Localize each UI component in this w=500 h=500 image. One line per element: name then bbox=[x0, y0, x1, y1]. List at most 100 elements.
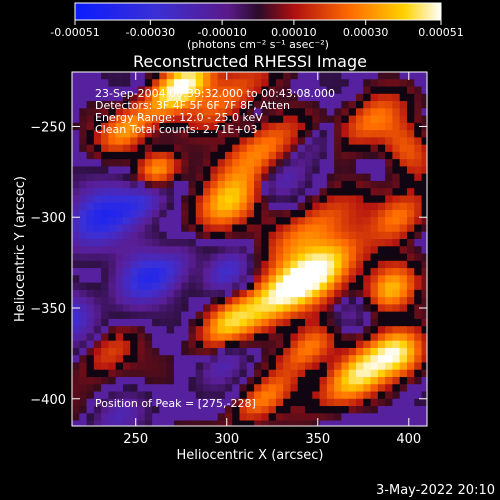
heatmap-cell bbox=[261, 406, 270, 414]
heatmap-cell bbox=[326, 180, 335, 189]
x-tick-label: 350 bbox=[305, 432, 330, 447]
heatmap-cell bbox=[392, 122, 401, 131]
heatmap-cell bbox=[312, 202, 321, 211]
heatmap-cell bbox=[283, 369, 292, 378]
heatmap-cell bbox=[290, 275, 299, 284]
heatmap-cell bbox=[283, 326, 292, 335]
heatmap-cell bbox=[152, 311, 160, 320]
heatmap-cell bbox=[414, 202, 423, 211]
heatmap-cell bbox=[297, 115, 306, 124]
heatmap-cell bbox=[348, 355, 357, 364]
heatmap-cell bbox=[421, 362, 427, 371]
heatmap-cell bbox=[115, 275, 124, 284]
heatmap-cell bbox=[79, 275, 88, 284]
heatmap-cell bbox=[108, 173, 117, 182]
heatmap-cell bbox=[377, 144, 386, 153]
heatmap-cell bbox=[261, 86, 270, 95]
heatmap-cell bbox=[341, 318, 350, 327]
heatmap-cell bbox=[392, 326, 401, 335]
heatmap-cell bbox=[305, 166, 313, 175]
colorbar-units-label: (photons cm⁻² s⁻¹ asec⁻²) bbox=[187, 38, 329, 51]
heatmap-cell bbox=[261, 151, 270, 160]
heatmap-cell bbox=[326, 376, 335, 385]
heatmap-cell bbox=[305, 108, 313, 117]
heatmap-cell bbox=[370, 268, 379, 276]
heatmap-cell bbox=[232, 239, 241, 247]
heatmap-cell bbox=[137, 86, 146, 95]
heatmap-cell bbox=[72, 137, 80, 146]
heatmap-cell bbox=[122, 391, 131, 400]
heatmap-cell bbox=[239, 202, 248, 211]
heatmap-cell bbox=[195, 275, 204, 284]
heatmap-cell bbox=[108, 122, 117, 131]
heatmap-cell bbox=[275, 362, 284, 371]
heatmap-cell bbox=[348, 275, 357, 284]
heatmap-cell bbox=[334, 420, 343, 426]
heatmap-cell bbox=[86, 246, 95, 255]
heatmap-cell bbox=[224, 282, 233, 291]
heatmap-cell bbox=[268, 391, 277, 400]
heatmap-cell bbox=[297, 108, 306, 117]
heatmap-cell bbox=[79, 239, 88, 247]
heatmap-cell bbox=[334, 217, 343, 226]
heatmap-cell bbox=[414, 260, 423, 269]
heatmap-cell bbox=[261, 188, 270, 197]
heatmap-cell bbox=[195, 413, 204, 422]
heatmap-cell bbox=[290, 304, 299, 313]
heatmap-cell bbox=[122, 413, 131, 422]
heatmap-cell bbox=[152, 224, 160, 233]
heatmap-cell bbox=[326, 391, 335, 400]
heatmap-cell bbox=[166, 202, 175, 211]
heatmap-cell bbox=[421, 173, 427, 182]
heatmap-cell bbox=[356, 166, 364, 175]
heatmap-cell bbox=[392, 137, 401, 146]
heatmap-cell bbox=[152, 297, 160, 305]
heatmap-cell bbox=[108, 340, 117, 349]
heatmap-cell bbox=[385, 260, 394, 269]
heatmap-cell bbox=[290, 369, 299, 378]
heatmap-cell bbox=[421, 355, 427, 364]
heatmap-cell bbox=[166, 311, 175, 320]
heatmap-cell bbox=[421, 297, 427, 305]
heatmap-cell bbox=[305, 413, 313, 422]
heatmap-cell bbox=[370, 195, 379, 204]
heatmap-cell bbox=[122, 231, 131, 240]
heatmap-cell bbox=[297, 275, 306, 284]
heatmap-cell bbox=[108, 253, 117, 262]
heatmap-cell bbox=[414, 224, 423, 233]
heatmap-cell bbox=[385, 347, 394, 356]
heatmap-cell bbox=[268, 159, 277, 167]
heatmap-cell bbox=[101, 137, 110, 146]
heatmap-cell bbox=[181, 195, 190, 204]
heatmap-cell bbox=[268, 144, 277, 153]
heatmap-cell bbox=[414, 355, 423, 364]
heatmap-cell bbox=[137, 384, 146, 393]
y-tick-label: −400 bbox=[30, 393, 66, 408]
heatmap-cell bbox=[377, 86, 386, 95]
heatmap-cell bbox=[130, 268, 139, 276]
heatmap-cell bbox=[122, 333, 131, 342]
heatmap-cell bbox=[399, 282, 408, 291]
heatmap-cell bbox=[414, 144, 423, 153]
colorbar-tick-label: 0.00030 bbox=[343, 26, 389, 39]
heatmap-cell bbox=[72, 289, 80, 298]
heatmap-cell bbox=[275, 151, 284, 160]
heatmap-cell bbox=[370, 144, 379, 153]
heatmap-cell bbox=[152, 326, 160, 335]
heatmap-cell bbox=[79, 413, 88, 422]
heatmap-cell bbox=[101, 101, 110, 109]
heatmap-cell bbox=[275, 420, 284, 426]
heatmap-cell bbox=[261, 159, 270, 167]
heatmap-cell bbox=[356, 217, 364, 226]
heatmap-cell bbox=[290, 86, 299, 95]
heatmap-cell bbox=[239, 355, 248, 364]
heatmap-cell bbox=[363, 318, 372, 327]
heatmap-cell bbox=[334, 202, 343, 211]
heatmap-cell bbox=[195, 384, 204, 393]
heatmap-cell bbox=[399, 246, 408, 255]
heatmap-cell bbox=[188, 246, 197, 255]
heatmap-cell bbox=[93, 209, 102, 218]
heatmap-cell bbox=[108, 209, 117, 218]
heatmap-cell bbox=[217, 420, 226, 426]
heatmap-cell bbox=[254, 108, 262, 117]
